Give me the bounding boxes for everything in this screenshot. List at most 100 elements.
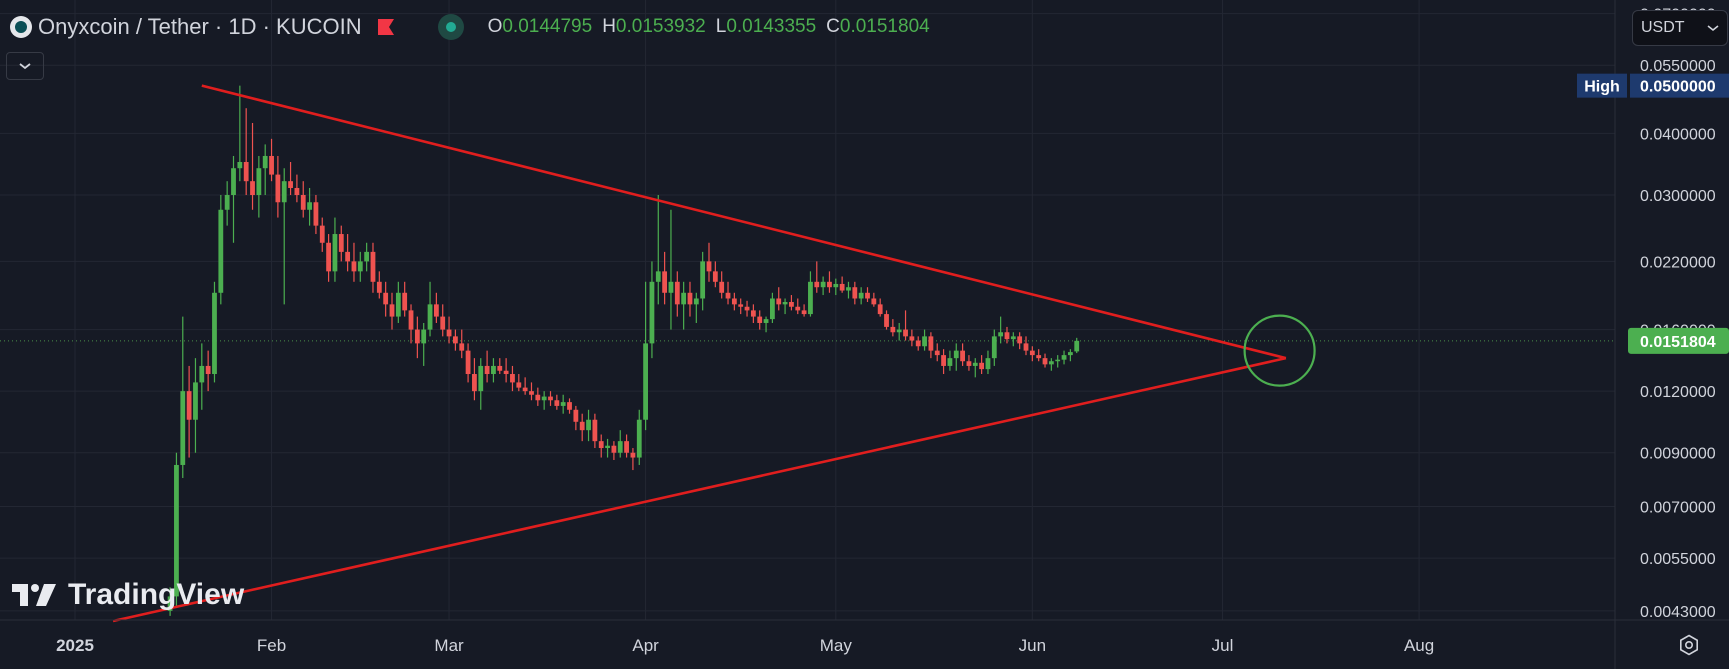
y-axis-tick-label: 0.0120000 — [1640, 384, 1716, 401]
candle-body — [953, 350, 959, 359]
candle-body — [681, 292, 687, 305]
candle-body — [1074, 340, 1080, 352]
candle-body — [522, 387, 528, 392]
candle-body — [338, 234, 344, 252]
candle-body — [446, 329, 452, 337]
y-axis-tick-label: 0.0550000 — [1640, 58, 1716, 75]
candle-body — [706, 261, 712, 272]
candle-body — [465, 350, 471, 375]
ohlc-low-key: L — [715, 16, 727, 37]
candle-body — [972, 362, 978, 366]
candle-body — [326, 242, 331, 272]
currency-selector[interactable]: USDT — [1632, 10, 1728, 46]
candle-body — [579, 421, 585, 431]
candle-body — [928, 336, 934, 351]
candle-body — [833, 283, 839, 288]
ohlc-close-value: 0.0151804 — [839, 16, 930, 37]
x-axis-tick-label: Aug — [1404, 636, 1434, 655]
candle-body — [674, 281, 680, 305]
candle-body — [909, 336, 915, 341]
ohlc-open-value: 0.0144795 — [502, 16, 593, 37]
candle-body — [535, 394, 541, 401]
candle-body — [922, 336, 927, 347]
candle-body — [592, 419, 598, 442]
candle-body — [947, 358, 953, 366]
candle-body — [193, 382, 198, 420]
candle-body — [269, 155, 274, 175]
candle-body — [440, 316, 446, 330]
ohlc-values: O0.0144795 H0.0153932 L0.0143355 C0.0151… — [488, 16, 930, 38]
candle-body — [636, 419, 642, 458]
x-axis-tick-label: May — [820, 636, 853, 655]
candle-body — [750, 310, 756, 317]
candle-body — [643, 343, 648, 420]
high-marker-value-box — [1630, 73, 1729, 98]
x-axis-tick-label: 2025 — [56, 636, 94, 655]
candle-body — [808, 281, 813, 315]
high-marker-value: 0.0500000 — [1640, 79, 1716, 96]
candle-body — [1004, 332, 1010, 340]
candle-body — [700, 261, 706, 299]
candle-body — [256, 168, 262, 196]
candle-body — [598, 441, 604, 449]
candle-body — [414, 329, 420, 344]
candle-body — [186, 391, 192, 420]
candle-body — [687, 292, 693, 305]
candle-body — [554, 400, 560, 406]
candle-body — [281, 181, 287, 203]
candle-body — [478, 365, 484, 392]
candle-body — [472, 374, 477, 392]
candle-body — [776, 298, 782, 305]
candle-body — [890, 326, 896, 333]
y-axis-tick-label: 0.0400000 — [1640, 126, 1716, 143]
candle-body — [903, 329, 908, 337]
candle-body — [1010, 336, 1016, 340]
candle-body — [731, 298, 737, 305]
ohlc-low-value: 0.0143355 — [726, 16, 817, 37]
candle-body — [313, 202, 319, 226]
candle-body — [668, 281, 674, 293]
high-marker-tag — [1577, 73, 1627, 98]
candle-body — [497, 365, 503, 371]
market-status-dot-icon[interactable] — [437, 14, 464, 40]
collapse-legend-button[interactable] — [6, 52, 44, 80]
candle-body — [243, 162, 249, 182]
y-axis-tick-label: 0.0220000 — [1640, 254, 1716, 271]
currency-label: USDT — [1641, 19, 1685, 36]
candle-body — [915, 340, 921, 347]
y-axis-tick-label: 0.0043000 — [1640, 604, 1716, 621]
candle-body — [529, 391, 534, 395]
red-flag-icon[interactable] — [376, 18, 396, 36]
y-axis-tick-label: 0.0090000 — [1640, 446, 1716, 463]
candle-body — [877, 304, 883, 315]
candle-body — [649, 281, 655, 344]
candle-body — [395, 292, 401, 317]
candle-body — [1067, 352, 1073, 356]
candle-body — [1029, 350, 1035, 356]
tradingview-watermark: TradingView — [12, 578, 244, 612]
breakout-circle-marker — [1243, 314, 1316, 387]
candle-body — [985, 358, 991, 370]
last-price-tag — [1628, 327, 1729, 354]
candle-body — [858, 292, 864, 299]
candle-body — [288, 181, 293, 188]
chart-header: Onyxcoin / Tether · 1D · KUCOIN O0.01447… — [10, 14, 930, 40]
candle-body — [763, 319, 769, 323]
trendline — [112, 356, 1287, 623]
candle-body — [820, 281, 826, 288]
candle-body — [611, 445, 617, 453]
x-axis-tick-label: Mar — [434, 636, 464, 655]
candle-body — [300, 195, 306, 210]
candle-body — [351, 261, 357, 272]
candle-body — [630, 452, 636, 458]
settings-icon[interactable] — [1677, 633, 1701, 657]
candle-body — [541, 396, 547, 401]
candle-body — [376, 281, 382, 293]
symbol-title[interactable]: Onyxcoin / Tether · 1D · KUCOIN — [38, 14, 362, 39]
candle-body — [1017, 336, 1023, 344]
candle-body — [852, 287, 858, 299]
candle-body — [433, 304, 439, 317]
candle-body — [275, 174, 281, 203]
x-axis-tick-label: Jul — [1212, 636, 1234, 655]
